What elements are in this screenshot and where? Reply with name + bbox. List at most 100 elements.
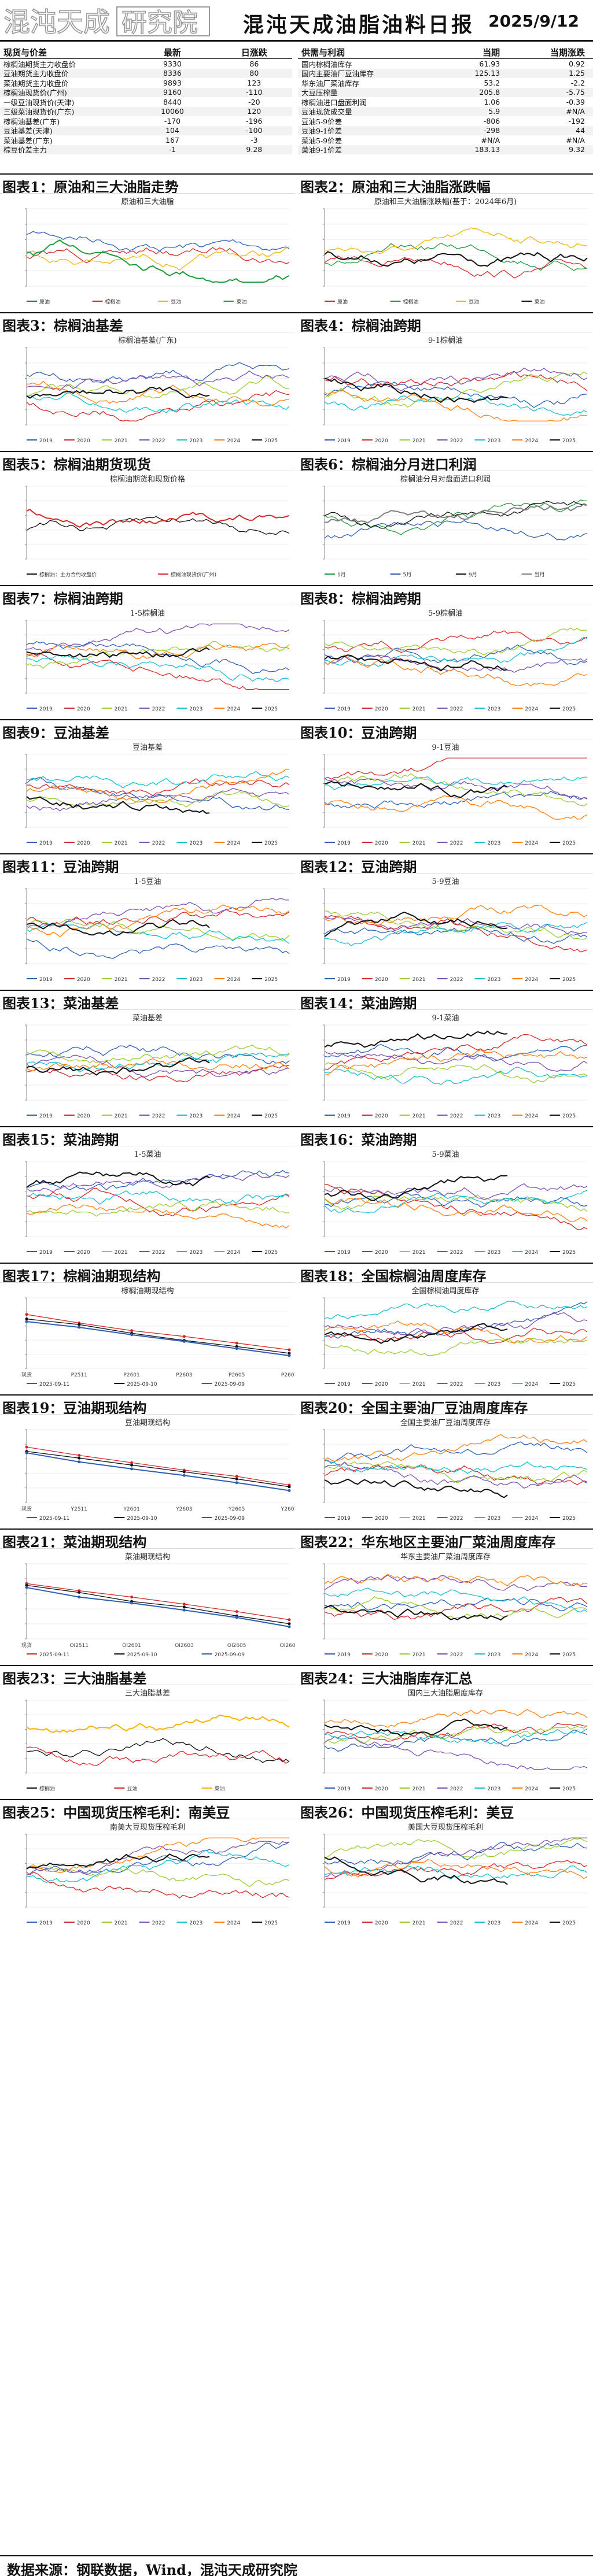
x-tick-label: 现货 [21, 1505, 32, 1512]
series-line [26, 771, 290, 789]
figure-title: 图表4：棕榈油跨期 [300, 317, 421, 334]
series-line [324, 1718, 508, 1737]
company-logo: 混沌天成 研究院 [3, 6, 210, 38]
x-tick-label: Y2511 [71, 1507, 87, 1512]
data-point [130, 1463, 134, 1467]
chart-title: 国内三大油脂周度库存 [408, 1689, 483, 1698]
data-point [235, 1475, 238, 1478]
series-line [324, 915, 588, 935]
row-value: 205.8 [479, 88, 500, 97]
data-source: 数据来源：钢联数据，Wind，混沌天成研究院 [7, 2562, 297, 2576]
legend-entry: 2023 [487, 438, 500, 444]
data-point [182, 1608, 186, 1612]
legend-entry: 2019 [337, 1113, 351, 1119]
legend-entry: 2025 [562, 706, 576, 712]
series-line [26, 1837, 289, 1873]
legend-entry: 2024 [525, 1382, 538, 1387]
figure-title: 图表18：全国棕榈油周度库存 [300, 1268, 487, 1285]
row-value: -1 [168, 145, 176, 154]
figure-title: 图表15：菜油跨期 [2, 1131, 119, 1148]
legend-entry: 2025 [562, 1920, 576, 1926]
data-point [182, 1339, 186, 1343]
legend-entry: 9月 [469, 572, 477, 578]
row-value: 167 [165, 135, 179, 145]
legend-entry: 2019 [39, 438, 53, 444]
row-value: #N/A [481, 135, 500, 145]
series-line [26, 1738, 290, 1763]
x-tick-label: Y2601 [123, 1507, 139, 1512]
series-line [26, 796, 210, 814]
line-chart: 5-9豆油 2019 2020 2021 2022 2023 2024 2025 [323, 878, 588, 983]
row-value: -2.2 [570, 78, 585, 87]
data-point [25, 1317, 28, 1321]
data-point [78, 1456, 81, 1460]
series-line [26, 791, 290, 808]
chart-title: 三大油脂基差 [125, 1689, 170, 1698]
chart-title: 豆油期现结构 [125, 1419, 170, 1427]
legend-entry: 2023 [189, 706, 202, 712]
legend-entry: 2020 [375, 1516, 388, 1522]
figure-title: 图表3：棕榈油基差 [2, 317, 123, 334]
legend-entry: 2023 [487, 1920, 500, 1926]
data-point [130, 1333, 134, 1337]
series-line [324, 1193, 588, 1208]
legend-entry: 2021 [115, 706, 128, 712]
figure-title: 图表21：菜油期现结构 [2, 1534, 147, 1550]
legend-entry: 2024 [227, 706, 240, 712]
x-tick-label: P2603 [176, 1372, 192, 1378]
series-line [324, 1327, 588, 1344]
series-line [26, 623, 290, 653]
chart-title: 华东主要油厂菜油周度库存 [400, 1552, 491, 1561]
row-value: 5.9 [488, 107, 500, 116]
legend-entry: 2020 [375, 1786, 388, 1792]
chart-panel: 豆油基差 2019 2020 2021 2022 2023 2024 2025 [0, 739, 295, 850]
data-point [182, 1474, 186, 1477]
figure-title: 图表8：棕榈油跨期 [300, 590, 421, 607]
row-value: 44 [576, 126, 585, 135]
x-tick-label: OI2607 [280, 1643, 295, 1649]
figure-title: 图表19：豆油期现结构 [2, 1400, 147, 1416]
series-line [26, 1583, 290, 1620]
row-value: -196 [246, 116, 263, 125]
series-line [26, 919, 210, 937]
legend-entry: 2025 [562, 438, 576, 444]
supply-demand-table: 供需与利润 当期 当期涨跌 国内棕榈油库存 61.93 0.92 国内主要油厂豆油库存… [298, 46, 593, 173]
legend-entry: 2025 [264, 438, 278, 444]
series-line [26, 375, 290, 399]
chart-panel: 9-1棕榈油 2019 2020 2021 2022 2023 2024 2025 [298, 332, 593, 447]
data-point [130, 1329, 134, 1333]
series-line [26, 778, 290, 797]
row-value: 9160 [163, 88, 182, 97]
legend-entry: 2022 [152, 706, 165, 712]
table-row: 棕榈油期货主力收盘价 9330 86 [0, 59, 292, 69]
legend-entry: 2022 [152, 977, 165, 983]
row-value: -100 [246, 126, 263, 135]
section-divider [0, 1665, 593, 1666]
legend-entry: 2023 [487, 1652, 500, 1658]
data-point [235, 1347, 238, 1350]
data-point [25, 1586, 28, 1589]
row-label: 三级菜油现货价(广东) [3, 108, 75, 117]
series-line [26, 390, 290, 421]
legend-entry: 2019 [337, 977, 351, 983]
section-divider [0, 719, 593, 720]
chart-title: 棕榈油期货和现货价格 [110, 475, 185, 484]
series-line [324, 251, 588, 267]
table-row: 棕榈油现货价(广州) 9160 -110 [0, 87, 292, 97]
legend-entry: 2025-09-10 [127, 1516, 157, 1522]
chart-panel: 全国棕榈油周度库存 2019 2020 2021 2022 2023 2024 2025 [298, 1282, 593, 1391]
legend-entry: 2020 [77, 706, 90, 712]
figure-title: 图表25：中国现货压榨毛利：南美豆 [2, 1804, 230, 1821]
series-line [26, 1314, 290, 1350]
row-value: 8440 [163, 97, 182, 106]
series-line [324, 644, 588, 665]
legend-entry: 2022 [450, 1652, 463, 1658]
legend-entry: 2021 [412, 1920, 426, 1926]
series-line [26, 1321, 290, 1356]
x-tick-label: P2607 [281, 1372, 295, 1378]
legend-entry: 2025 [562, 1113, 576, 1119]
chart-panel: 5-9棕榈油 2019 2020 2021 2022 2023 2024 2025 [298, 605, 593, 716]
section-divider [0, 451, 593, 452]
